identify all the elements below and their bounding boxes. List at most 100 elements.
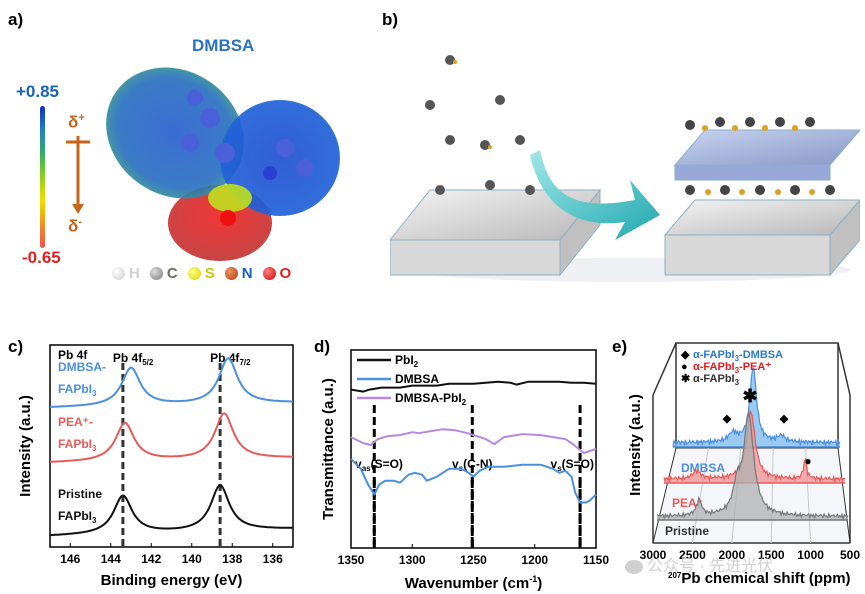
delta-arrow bbox=[66, 136, 90, 214]
peak-marker-e: ✱ bbox=[742, 386, 757, 406]
series-label-DMBSA: DMBSA bbox=[681, 461, 725, 475]
series-label-PEA+-FAPbI3: PEA⁺- bbox=[58, 415, 93, 429]
x-tick-label-d: 1350 bbox=[338, 553, 365, 567]
band-annotation-d: vs(S=O) bbox=[551, 457, 594, 473]
legend-marker-e: ● bbox=[681, 361, 688, 373]
floating-molecules bbox=[425, 55, 535, 195]
x-axis-label-e: 207Pb chemical shift (ppm) bbox=[668, 570, 851, 587]
atom-o-label: O bbox=[279, 265, 292, 282]
legend-marker-e: ◆ bbox=[680, 349, 690, 361]
series-line-DMBSA-FAPbI3 bbox=[50, 357, 293, 408]
wechat-icon bbox=[625, 559, 643, 574]
series-label-Pristine: Pristine bbox=[665, 524, 709, 538]
y-axis-label-c: Intensity (a.u.) bbox=[17, 395, 34, 497]
series-line-PbI2 bbox=[350, 380, 597, 393]
series-label-Pristine FAPbI3: Pristine bbox=[58, 487, 102, 501]
series-line-Pristine bbox=[656, 412, 849, 521]
atom-c-label: C bbox=[166, 265, 178, 282]
grid-line-e bbox=[770, 447, 774, 544]
series-area-DMBSA bbox=[673, 367, 840, 447]
panel-b-label: b) bbox=[382, 10, 399, 29]
legend-marker-e: ✱ bbox=[681, 373, 690, 385]
intercalation-illustration bbox=[390, 55, 860, 282]
plot-frame-c bbox=[49, 344, 294, 548]
molecule-esp-surface bbox=[106, 67, 340, 261]
x-tick-label-c: 140 bbox=[182, 552, 202, 566]
x-axis-label-d: Wavenumber (cm-1) bbox=[405, 574, 543, 592]
x-tick-label-e: 2500 bbox=[679, 548, 706, 562]
y-axis-label-e: Intensity (a.u.) bbox=[627, 394, 644, 496]
y-axis-label-d: Transmittance (a.u.) bbox=[320, 378, 337, 520]
legend-label-d: DMBSA bbox=[395, 372, 439, 386]
peak-marker-e: ● bbox=[804, 454, 811, 468]
panel-e-label: e) bbox=[612, 337, 627, 356]
atom-n-ball bbox=[224, 267, 238, 280]
legend-label-e: α-FAPbI3 bbox=[693, 373, 740, 387]
perovskite-slab-right bbox=[663, 117, 860, 277]
series-label-PEA+: PEA⁺ bbox=[672, 496, 703, 510]
atom-h-label: H bbox=[129, 265, 140, 282]
series-line-DMBSA-PbI2 bbox=[350, 428, 597, 454]
atom-n-label: N bbox=[241, 265, 253, 282]
series-area-PEA+ bbox=[664, 411, 845, 483]
frame-edge-e bbox=[837, 342, 851, 396]
atom-o-ball bbox=[262, 267, 276, 280]
corner-label-c: Pb 4f bbox=[58, 348, 88, 362]
transformation-arrow bbox=[530, 150, 660, 240]
legend-label-d: PbI2 bbox=[395, 353, 419, 369]
atom-c-ball bbox=[149, 267, 163, 280]
x-tick-label-c: 144 bbox=[101, 552, 121, 566]
atom-h-ball bbox=[112, 267, 125, 280]
series-label-DMBSA-FAPbI3: DMBSA- bbox=[58, 360, 106, 374]
x-tick-label-c: 136 bbox=[263, 552, 283, 566]
series-line-PEA+ bbox=[663, 409, 846, 484]
atom-legend: H C S N O bbox=[112, 265, 291, 282]
x-tick-label-d: 1250 bbox=[460, 553, 487, 567]
peak-annotation-c: Pb 4f7/2 bbox=[210, 351, 251, 367]
frame-edge-e bbox=[652, 342, 677, 396]
delta-minus-label: δ- bbox=[68, 216, 82, 236]
x-tick-label-e: 1500 bbox=[758, 548, 785, 562]
band-annotation-d: vs(C-N) bbox=[452, 457, 492, 473]
watermark-text: 公众号 · 先进光伏 bbox=[647, 558, 774, 575]
grid-line-e bbox=[691, 447, 709, 544]
x-tick-label-e: 500 bbox=[840, 548, 860, 562]
series-line-Pristine FAPbI3 bbox=[50, 484, 293, 537]
esp-colorbar bbox=[40, 106, 45, 248]
legend-label-d: DMBSA-PbI2 bbox=[395, 391, 467, 407]
atom-s-label: S bbox=[204, 265, 215, 282]
x-tick-label-d: 1300 bbox=[399, 553, 426, 567]
x-tick-label-c: 146 bbox=[60, 552, 80, 566]
x-tick-label-e: 3000 bbox=[640, 548, 667, 562]
atom-s-ball bbox=[187, 267, 201, 280]
series-label-Pristine FAPbI3-line2: FAPbI3 bbox=[58, 509, 97, 525]
x-axis-label-c: Binding energy (eV) bbox=[101, 572, 243, 589]
perovskite-slab-left bbox=[390, 188, 602, 277]
band-annotation-d: vas(S=O) bbox=[355, 457, 403, 473]
esp-scale-max: +0.85 bbox=[16, 82, 60, 101]
panel-d-label: d) bbox=[314, 337, 330, 356]
watermark: 公众号 · 先进光伏 bbox=[625, 552, 773, 576]
panel-c-label: c) bbox=[8, 337, 23, 356]
series-line-DMBSA bbox=[672, 367, 841, 448]
legend-label-e: α-FAPbI3-PEA⁺ bbox=[693, 361, 771, 375]
peak-marker-e: ◆ bbox=[722, 413, 732, 425]
x-tick-label-c: 142 bbox=[141, 552, 161, 566]
x-tick-label-c: 138 bbox=[222, 552, 242, 566]
x-tick-label-d: 1200 bbox=[521, 553, 548, 567]
peak-annotation-c: Pb 4f5/2 bbox=[113, 351, 154, 367]
series-label-PEA+-FAPbI3-line2: FAPbI3 bbox=[58, 437, 97, 453]
series-area-Pristine bbox=[657, 412, 848, 520]
delta-plus-label: δ+ bbox=[68, 112, 85, 132]
panel-a-label: a) bbox=[8, 10, 24, 29]
x-tick-label-e: 1000 bbox=[797, 548, 824, 562]
molecule-title: DMBSA bbox=[192, 36, 255, 55]
esp-scale-min: -0.65 bbox=[22, 248, 61, 267]
legend-label-e: α-FAPbI3-DMBSA bbox=[693, 349, 783, 363]
x-tick-label-d: 1150 bbox=[583, 553, 609, 567]
series-line-DMBSA bbox=[350, 458, 597, 504]
series-label-DMBSA-FAPbI3-line2: FAPbI3 bbox=[58, 382, 97, 398]
x-tick-label-e: 2000 bbox=[718, 548, 745, 562]
peak-marker-e: ◆ bbox=[779, 413, 789, 425]
